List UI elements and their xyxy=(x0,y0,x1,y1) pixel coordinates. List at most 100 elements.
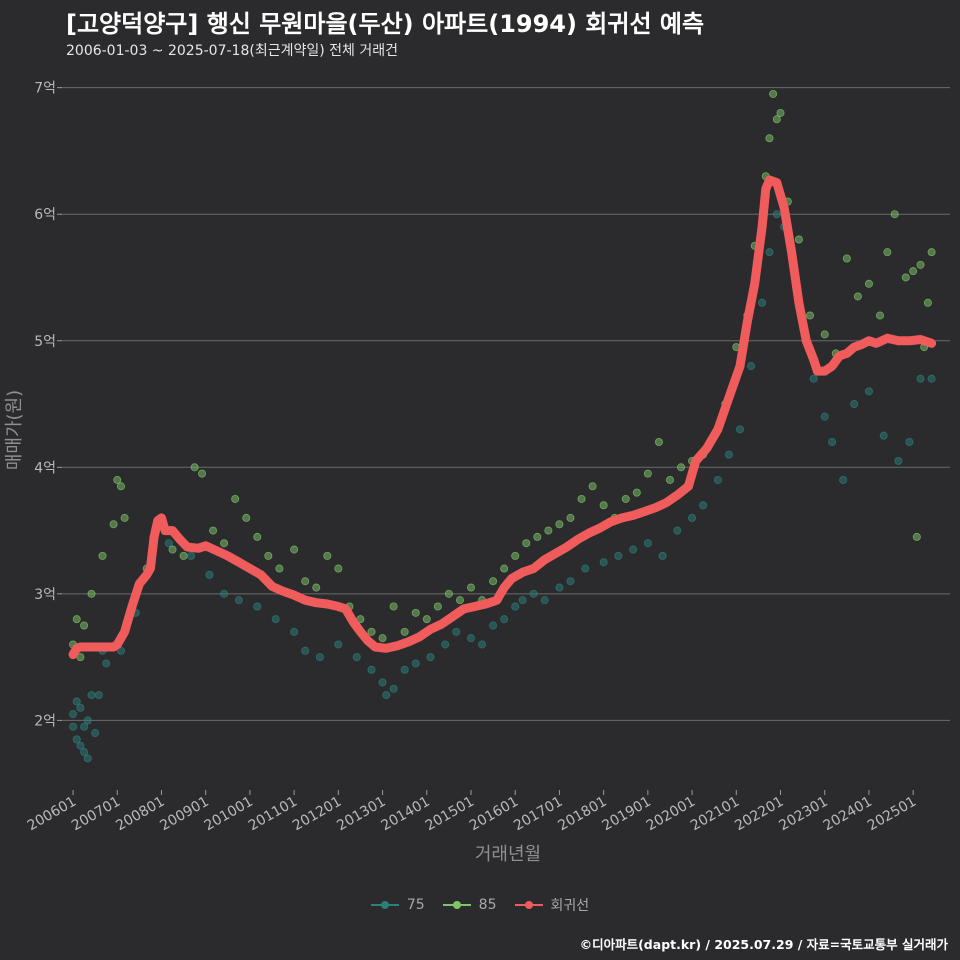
legend-item-85[interactable]: 85 xyxy=(442,895,497,915)
point-85 xyxy=(367,627,376,636)
x-tick-label: 200801 xyxy=(113,794,167,835)
point-85 xyxy=(113,475,122,484)
point-75 xyxy=(411,659,420,668)
point-75 xyxy=(400,665,409,674)
point-75 xyxy=(116,646,125,655)
x-axis-ticks: 2006012007012008012009012010012011012012… xyxy=(25,790,919,834)
point-75 xyxy=(614,551,623,560)
point-85 xyxy=(890,210,899,219)
chart-subtitle: 2006-01-03 ~ 2025-07-18(최근계약일) 전체 거래건 xyxy=(66,43,398,59)
legend-label-75: 75 xyxy=(406,897,425,913)
x-tick-label: 201501 xyxy=(423,794,477,835)
point-85 xyxy=(544,526,553,535)
point-75 xyxy=(905,437,914,446)
y-tick-label: 2억 xyxy=(34,713,56,729)
point-85 xyxy=(883,248,892,257)
point-75 xyxy=(894,456,903,465)
point-75 xyxy=(87,691,96,700)
point-85 xyxy=(632,488,641,497)
point-85 xyxy=(378,634,387,643)
point-85 xyxy=(466,583,475,592)
point-85 xyxy=(842,254,851,263)
point-85 xyxy=(87,589,96,598)
legend-label-regression: 회귀선 xyxy=(550,898,590,914)
x-tick-label: 201701 xyxy=(511,794,565,835)
point-75 xyxy=(72,697,81,706)
point-75 xyxy=(500,615,509,624)
y-tick-label: 3억 xyxy=(34,587,56,603)
point-85 xyxy=(923,298,932,307)
x-tick-label: 201101 xyxy=(246,794,300,835)
point-75 xyxy=(290,627,299,636)
point-85 xyxy=(621,494,630,503)
y-tick-label: 6억 xyxy=(34,207,56,223)
point-75 xyxy=(724,450,733,459)
x-tick-label: 202201 xyxy=(732,794,786,835)
point-75 xyxy=(839,475,848,484)
x-tick-label: 200601 xyxy=(25,794,79,835)
x-tick-label: 201301 xyxy=(334,794,388,835)
y-axis-label: 매매가(원) xyxy=(4,390,25,470)
point-75 xyxy=(555,583,564,592)
point-85 xyxy=(901,273,910,282)
point-85 xyxy=(242,513,251,522)
point-75 xyxy=(540,596,549,605)
point-75 xyxy=(441,640,450,649)
point-75 xyxy=(673,526,682,535)
legend-label-85: 85 xyxy=(478,897,497,913)
point-85 xyxy=(864,279,873,288)
point-75 xyxy=(253,602,262,611)
point-75 xyxy=(83,716,92,725)
point-75 xyxy=(186,551,195,560)
x-tick-label: 201601 xyxy=(467,794,521,835)
point-85 xyxy=(323,551,332,560)
point-75 xyxy=(747,362,756,371)
legend-key-regression xyxy=(514,898,543,912)
point-85 xyxy=(805,311,814,320)
point-85 xyxy=(290,545,299,554)
point-75 xyxy=(864,387,873,396)
point-85 xyxy=(433,602,442,611)
x-tick-label: 202501 xyxy=(865,794,919,835)
point-85 xyxy=(794,235,803,244)
point-85 xyxy=(190,463,199,472)
point-75 xyxy=(581,564,590,573)
y-axis-ticks: 2억 3억 4억 5억 6억 7억 xyxy=(34,81,62,729)
point-75 xyxy=(94,691,103,700)
point-85 xyxy=(116,482,125,491)
legend-item-75[interactable]: 75 xyxy=(370,895,425,915)
x-tick-label: 201401 xyxy=(378,794,432,835)
point-85 xyxy=(772,115,781,124)
point-75 xyxy=(599,558,608,567)
point-75 xyxy=(76,703,85,712)
x-tick-label: 201901 xyxy=(600,794,654,835)
point-75 xyxy=(205,570,214,579)
point-75 xyxy=(91,729,100,738)
point-85 xyxy=(109,520,118,529)
chart-title: [고양덕양구] 행신 무원마을(두산) 아파트(1994) 회귀선 예측 xyxy=(66,10,705,38)
point-85 xyxy=(769,89,778,98)
point-75 xyxy=(69,710,78,719)
y-tick-label: 4억 xyxy=(34,460,56,476)
point-75 xyxy=(735,425,744,434)
y-tick-label: 7억 xyxy=(34,81,56,97)
source-credit: ©디아파트(dapt.kr) / 2025.07.29 / 자료=국토교통부 실… xyxy=(579,937,948,952)
point-75 xyxy=(758,298,767,307)
x-tick-label: 201801 xyxy=(555,794,609,835)
legend-item-regression[interactable]: 회귀선 xyxy=(514,895,590,915)
point-85 xyxy=(500,564,509,573)
point-75 xyxy=(76,741,85,750)
y-tick-label: 5억 xyxy=(34,334,56,350)
point-85 xyxy=(356,615,365,624)
point-85 xyxy=(275,564,284,573)
point-75 xyxy=(828,437,837,446)
point-75 xyxy=(820,412,829,421)
point-75 xyxy=(83,754,92,763)
point-75 xyxy=(389,684,398,693)
point-85 xyxy=(312,583,321,592)
point-85 xyxy=(98,551,107,560)
point-75 xyxy=(220,589,229,598)
point-85 xyxy=(231,494,240,503)
point-85 xyxy=(566,513,575,522)
